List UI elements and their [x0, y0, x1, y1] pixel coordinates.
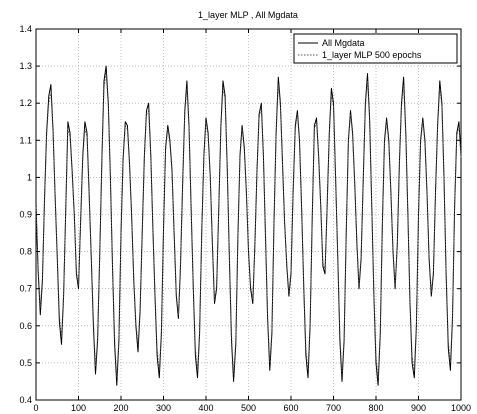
y-tick-label: 1 [27, 172, 32, 182]
legend-box [293, 33, 458, 64]
x-tick-label: 800 [368, 403, 383, 413]
y-tick-label: 1.1 [19, 135, 32, 145]
y-tick-label: 1.4 [19, 24, 32, 34]
x-tick-label: 100 [71, 403, 86, 413]
y-tick-label: 0.9 [19, 210, 32, 220]
legend-label-all-mgdata: All Mgdata [322, 38, 365, 48]
y-tick-label: 0.5 [19, 358, 32, 368]
y-tick-label: 0.4 [19, 395, 32, 405]
x-tick-label: 200 [113, 403, 128, 413]
x-tick-label: 1000 [451, 403, 471, 413]
x-tick-label: 300 [156, 403, 171, 413]
y-tick-label: 0.8 [19, 247, 32, 257]
axis-ticks: 0 100 200 300 400 500 600 700 800 900 1000 0.4 0.5 0.… [19, 24, 471, 413]
x-tick-label: 900 [411, 403, 426, 413]
legend-label-mlp: 1_layer MLP 500 epochs [322, 50, 422, 60]
x-tick-label: 700 [326, 403, 341, 413]
y-tick-label: 0.6 [19, 321, 32, 331]
x-tick-label: 0 [33, 403, 38, 413]
x-tick-label: 600 [283, 403, 298, 413]
chart-title: 1_layer MLP , All Mgdata [198, 10, 298, 20]
x-tick-label: 500 [241, 403, 256, 413]
series-layer [35, 65, 462, 386]
series-line-mlp-500-epochs [35, 73, 462, 379]
x-tick-label: 400 [198, 403, 213, 413]
y-tick-label: 1.2 [19, 98, 32, 108]
legend: All Mgdata 1_layer MLP 500 epochs [293, 33, 458, 64]
y-tick-label: 1.3 [19, 61, 32, 71]
y-tick-label: 0.7 [19, 284, 32, 294]
grid-lines [36, 29, 461, 400]
